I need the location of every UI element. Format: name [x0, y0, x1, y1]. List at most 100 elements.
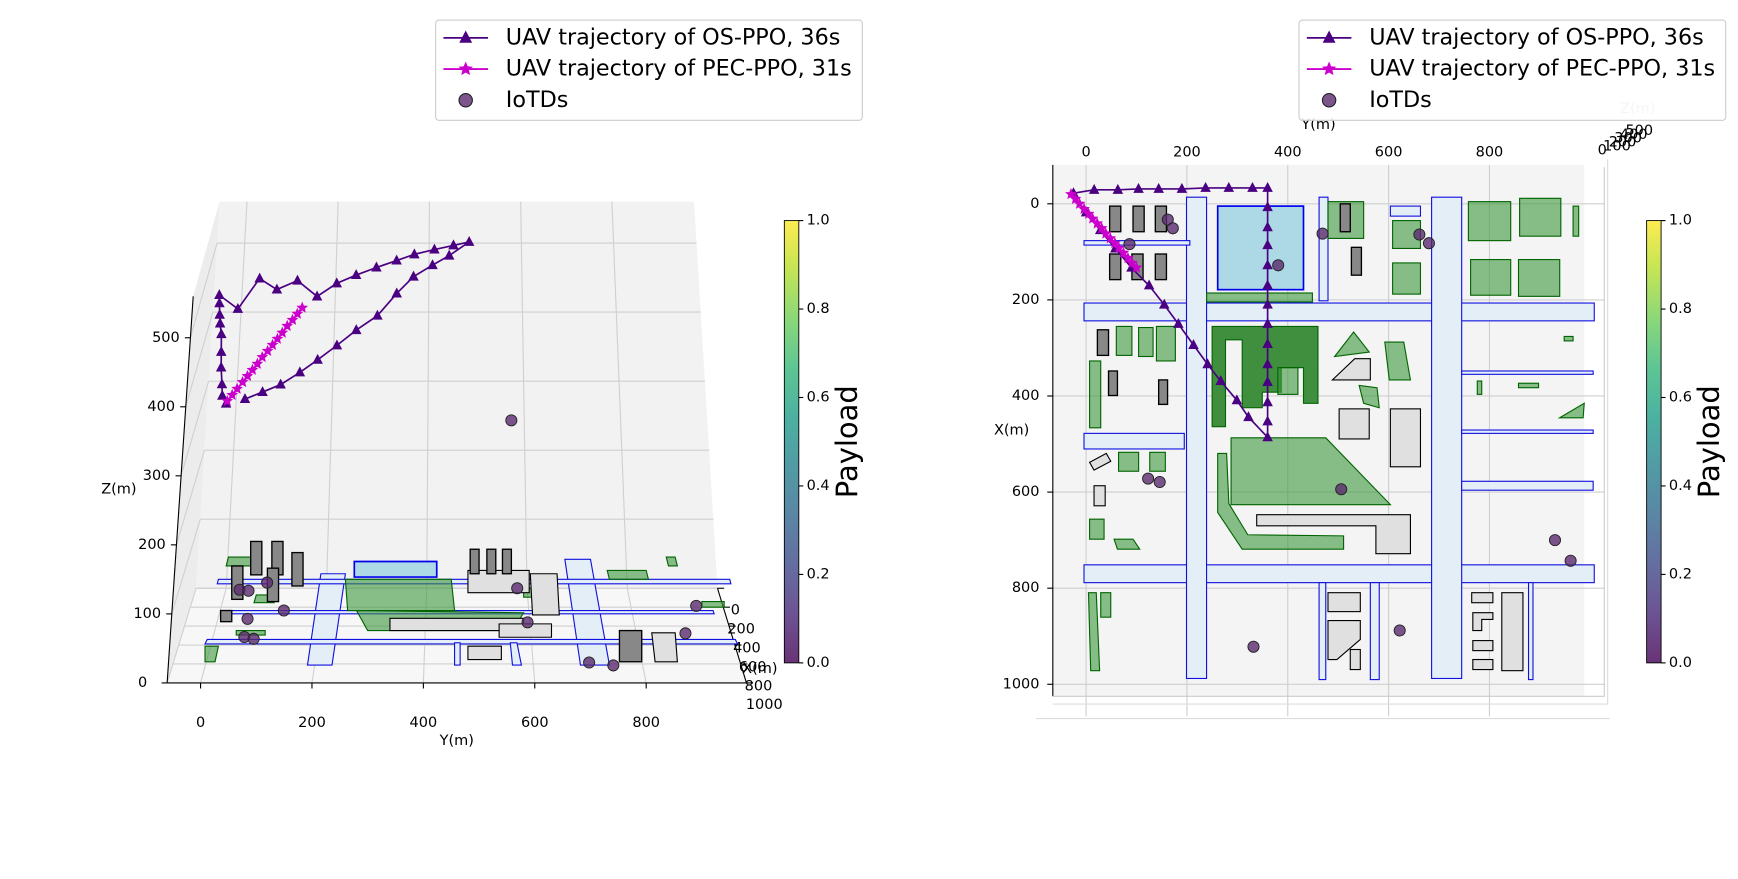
legend-marker	[1322, 30, 1336, 43]
building	[651, 632, 678, 663]
y-tick-label: 200	[298, 715, 326, 731]
building	[1217, 452, 1345, 550]
building	[1339, 203, 1351, 233]
trajectory-point	[409, 248, 420, 259]
building	[1089, 360, 1102, 429]
trajectory-point	[291, 307, 304, 319]
frame-edge	[1052, 167, 1605, 697]
legend-label: UAV trajectory of OS-PPO, 36s	[1369, 24, 1704, 50]
y-tick-label: 200	[1012, 292, 1040, 308]
trajectory-point	[1108, 237, 1121, 249]
trajectory-point	[1069, 192, 1082, 205]
road	[1318, 196, 1329, 302]
building	[1358, 384, 1380, 409]
x-tick-label: 600	[1375, 145, 1403, 161]
x-tick-label: 800	[745, 678, 773, 694]
y-tick-label: 1000	[1003, 676, 1040, 692]
trajectory-point	[1095, 222, 1108, 234]
trajectory-point	[1091, 217, 1104, 229]
trajectory-point	[1262, 358, 1273, 369]
trajectory-point	[281, 319, 293, 332]
building	[1113, 538, 1141, 550]
trajectory-point	[216, 346, 227, 356]
colorbar-tick-label: 1.0	[807, 213, 830, 229]
side-pane	[167, 201, 220, 683]
trajectory-point	[254, 272, 265, 283]
colorbar-tick-label: 0.2	[807, 566, 830, 582]
iotd-point	[1413, 228, 1426, 241]
trajectory-point	[427, 259, 438, 270]
y-tick-label: 400	[1012, 388, 1040, 404]
iotd-point	[690, 599, 703, 612]
trajectory-point	[294, 366, 306, 377]
road	[1461, 429, 1594, 434]
building	[1471, 592, 1494, 604]
building	[1138, 326, 1154, 358]
building	[1149, 451, 1166, 472]
grid-line	[166, 588, 197, 684]
colorbar-tick-label: 0.8	[1669, 301, 1692, 317]
frame-edge	[1052, 159, 1609, 705]
building	[1384, 341, 1412, 381]
iotd-point	[679, 627, 692, 640]
building	[1108, 205, 1122, 233]
iotd-point	[1142, 472, 1155, 485]
building	[606, 569, 650, 580]
x-tick-label: 800	[1476, 145, 1504, 161]
building	[219, 609, 233, 623]
colorbar-tick-label: 1.0	[1669, 213, 1692, 229]
building	[1476, 380, 1483, 395]
trajectory-point	[1158, 298, 1170, 309]
building	[250, 540, 263, 576]
building	[1096, 329, 1110, 357]
legend-marker	[1321, 61, 1337, 76]
trajectory-point	[296, 301, 309, 313]
grid-line	[611, 201, 628, 589]
building	[701, 601, 725, 608]
iotd-point	[261, 576, 274, 589]
legend-marker	[458, 93, 473, 108]
y-tick-label: 0	[196, 715, 205, 731]
trajectory-point	[350, 269, 362, 280]
building	[1563, 335, 1574, 342]
building	[1350, 246, 1363, 276]
iotd-point	[583, 656, 596, 669]
colorbar-tick-label: 0.6	[1669, 389, 1692, 405]
trajectory-point	[1117, 246, 1130, 258]
trajectory-point	[232, 302, 244, 313]
trajectory-point	[1262, 221, 1273, 232]
grid-line	[171, 519, 201, 615]
building	[1256, 514, 1411, 555]
z-tick-label: 100	[133, 606, 161, 622]
trajectory-point	[1082, 207, 1095, 219]
trajectory-point	[1262, 239, 1273, 250]
z-tick-label: 500	[1625, 123, 1653, 139]
z-tick-label: 400	[147, 399, 175, 415]
iotd-point	[1393, 624, 1406, 637]
trajectory-point	[1231, 394, 1243, 405]
legend-marker	[458, 61, 473, 76]
road	[1083, 564, 1595, 584]
legend-box	[435, 19, 863, 121]
building	[1517, 259, 1561, 297]
building	[1472, 640, 1494, 652]
trajectory-point	[311, 290, 323, 301]
building	[1211, 325, 1319, 428]
building	[1472, 612, 1494, 632]
z-tick-label: 0	[1598, 142, 1607, 158]
water	[1216, 205, 1305, 291]
building	[618, 629, 643, 663]
trajectory-point	[1262, 396, 1273, 407]
y-tick-label: 600	[1012, 484, 1040, 500]
x-tick-label: 1000	[746, 697, 783, 713]
grid-line	[325, 201, 339, 589]
building	[665, 556, 679, 567]
z-tick-label: 500	[152, 330, 180, 346]
trajectory-point	[1065, 188, 1077, 200]
trajectory-point	[408, 270, 419, 281]
x-tick-label: 600	[739, 659, 767, 675]
trajectory-point	[239, 393, 251, 404]
trajectory-point	[266, 338, 279, 350]
iotd-point	[521, 616, 534, 629]
building	[1389, 408, 1422, 468]
